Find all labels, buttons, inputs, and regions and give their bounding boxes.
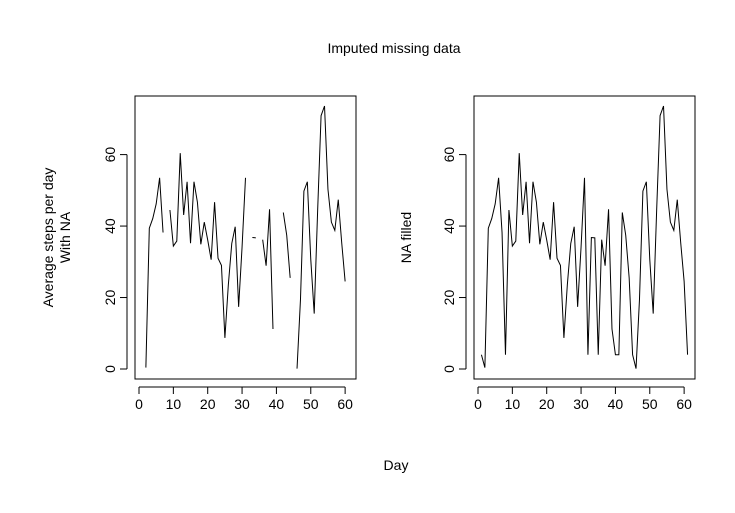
x-tick-label: 20	[200, 396, 216, 412]
x-tick-label: 60	[337, 396, 353, 412]
x-tick-label: 0	[474, 396, 482, 412]
x-tick-label: 40	[269, 396, 285, 412]
series-line	[480, 105, 689, 369]
y-tick-label: 60	[441, 147, 457, 163]
y-axis-label: With NA	[57, 211, 73, 263]
plot-frame	[473, 95, 696, 380]
y-axis-label: NA filled	[398, 212, 414, 263]
series-line	[145, 177, 164, 368]
y-axis-label: Average steps per day	[40, 168, 56, 308]
x-tick-label: 10	[505, 396, 521, 412]
x-tick-label: 30	[573, 396, 589, 412]
right-panel: 0 10 20 30 40 50 60 0 20 40 60 NA filled	[398, 95, 696, 412]
y-tick-label: 0	[102, 365, 118, 373]
series-line	[282, 212, 291, 278]
series-line	[262, 209, 274, 329]
y-tick-label: 60	[102, 147, 118, 163]
figure-title: Imputed missing data	[327, 40, 460, 56]
x-tick-label: 30	[234, 396, 250, 412]
left-panel: 0 10 20 30 40 50 60 0 20 40 60 Average steps per da…	[40, 95, 357, 412]
x-tick-label: 50	[303, 396, 319, 412]
x-tick-label: 10	[166, 396, 182, 412]
y-tick-label: 0	[441, 365, 457, 373]
y-tick-label: 40	[102, 218, 118, 234]
y-tick-label: 20	[441, 290, 457, 306]
x-tick-label: 50	[642, 396, 658, 412]
series-line	[169, 153, 246, 338]
series-line	[296, 105, 346, 369]
plot-frame	[134, 95, 357, 380]
x-tick-label: 0	[135, 396, 143, 412]
x-axis-label: Day	[384, 457, 409, 473]
x-tick-label: 20	[539, 396, 555, 412]
y-tick-label: 40	[441, 218, 457, 234]
x-tick-label: 40	[608, 396, 624, 412]
x-tick-label: 60	[676, 396, 692, 412]
y-tick-label: 20	[102, 290, 118, 306]
